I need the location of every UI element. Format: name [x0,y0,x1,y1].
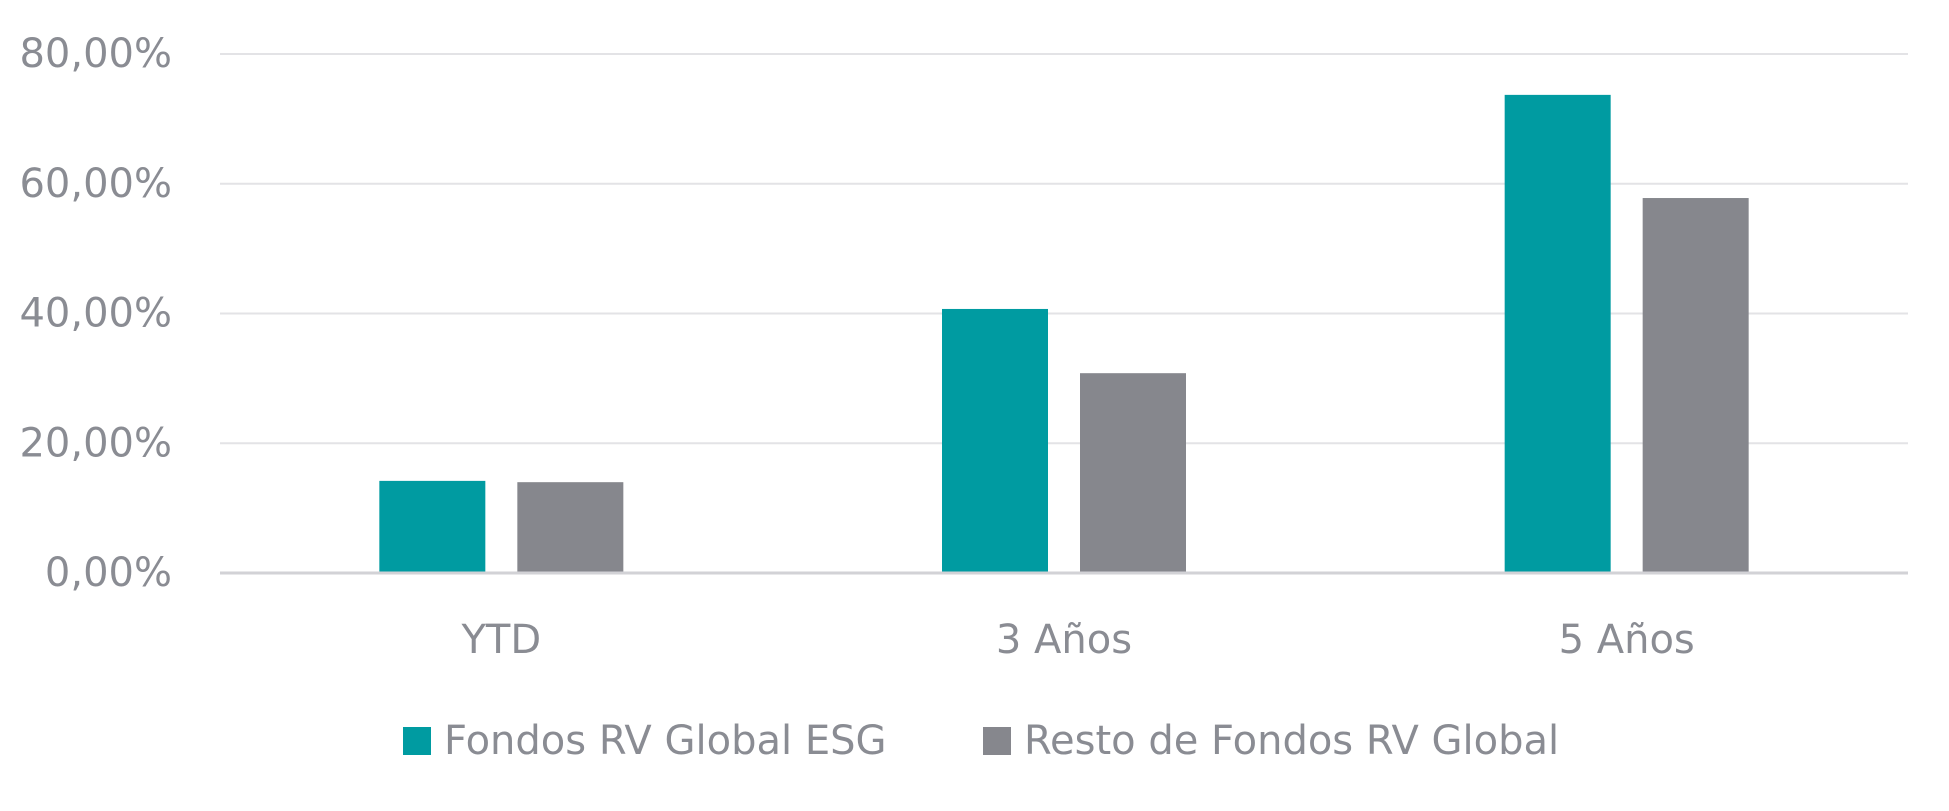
legend-swatch [403,727,431,755]
x-axis-categories: YTD 3 Años 5 Años [460,617,1694,663]
y-tick-label: 40,00% [19,291,172,337]
bar-esg-0 [379,480,486,573]
y-axis-ticks: 0,00% 20,00% 40,00% 60,00% 80,00% [19,31,172,596]
legend-item-esg: Fondos RV Global ESG [403,718,886,764]
legend-label: Fondos RV Global ESG [444,718,886,764]
bar-resto-0 [517,482,624,573]
bar-resto-1 [1080,373,1186,573]
bars [379,94,1749,573]
y-tick-label: 0,00% [45,550,172,596]
y-tick-label: 20,00% [19,420,172,466]
legend-item-resto: Resto de Fondos RV Global [983,718,1559,764]
x-category-label: 5 Años [1559,617,1695,663]
bar-esg-1 [942,308,1048,573]
legend: Fondos RV Global ESG Resto de Fondos RV G… [403,718,1559,764]
y-tick-label: 60,00% [19,161,172,207]
legend-swatch [983,727,1011,755]
gridlines [220,53,1908,445]
bar-resto-2 [1642,198,1749,573]
y-tick-label: 80,00% [19,31,172,77]
x-category-label: 3 Años [996,617,1132,663]
bar-esg-2 [1504,94,1611,573]
x-category-label: YTD [460,617,541,663]
legend-label: Resto de Fondos RV Global [1024,718,1559,764]
